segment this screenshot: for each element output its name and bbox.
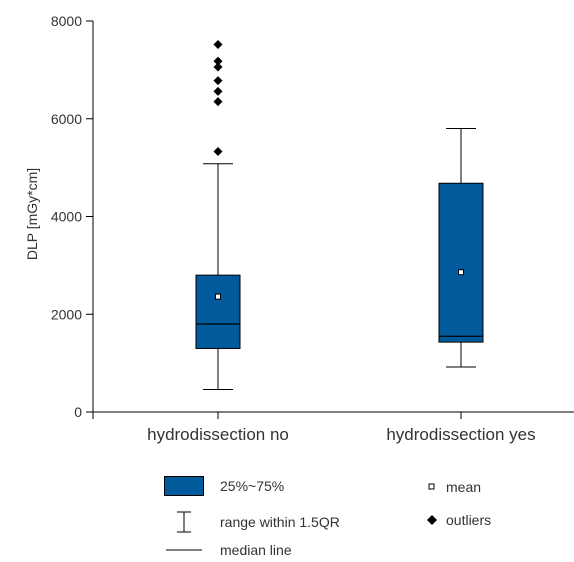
legend-range-swatch — [177, 511, 191, 533]
legend-box-swatch — [164, 476, 204, 496]
x-tick-label: hydrodissection no — [147, 425, 289, 444]
iqr-box — [195, 274, 241, 349]
legend-mean-label: mean — [446, 479, 482, 495]
mean-marker — [215, 293, 221, 300]
y-tick-label: 8000 — [51, 13, 82, 29]
outlier-point — [213, 39, 223, 49]
legend-median-swatch — [166, 549, 202, 551]
legend-mean-swatch — [428, 483, 435, 490]
legend-item-median: median line — [164, 542, 292, 558]
y-tick-label: 4000 — [51, 209, 82, 225]
y-tick-label: 0 — [74, 404, 82, 420]
outlier-point — [213, 86, 223, 96]
legend-range-label: range within 1.5QR — [220, 514, 340, 530]
outlier-point — [213, 56, 223, 66]
y-axis-title: DLP [mGy*cm] — [24, 168, 40, 260]
legend-item-outliers: outliers — [426, 512, 491, 528]
legend-item-range: range within 1.5QR — [164, 510, 340, 534]
y-tick-label: 6000 — [51, 111, 82, 127]
legend-item-mean: mean — [426, 479, 481, 495]
outlier-point — [213, 146, 223, 156]
box-group — [438, 128, 484, 368]
legend-item-box: 25%~75% — [164, 476, 284, 496]
outlier-point — [213, 62, 223, 72]
outlier-point — [213, 97, 223, 107]
outlier-point — [213, 76, 223, 86]
legend-outliers-label: outliers — [446, 512, 492, 528]
iqr-box — [438, 182, 484, 343]
legend-box-label: 25%~75% — [220, 478, 285, 494]
x-tick-label: hydrodissection yes — [386, 425, 535, 444]
plot-marks — [195, 39, 484, 391]
mean-marker — [458, 269, 464, 276]
legend-median-label: median line — [220, 542, 292, 558]
axes: 0 2000 4000 6000 8000 hydrodissection no hydro… — [51, 13, 574, 444]
y-tick-label: 2000 — [51, 306, 82, 322]
box-group — [195, 39, 241, 391]
legend-outliers-swatch — [427, 515, 437, 525]
box-plot-chart: 0 2000 4000 6000 8000 hydrodissection no hydro… — [24, 13, 574, 444]
